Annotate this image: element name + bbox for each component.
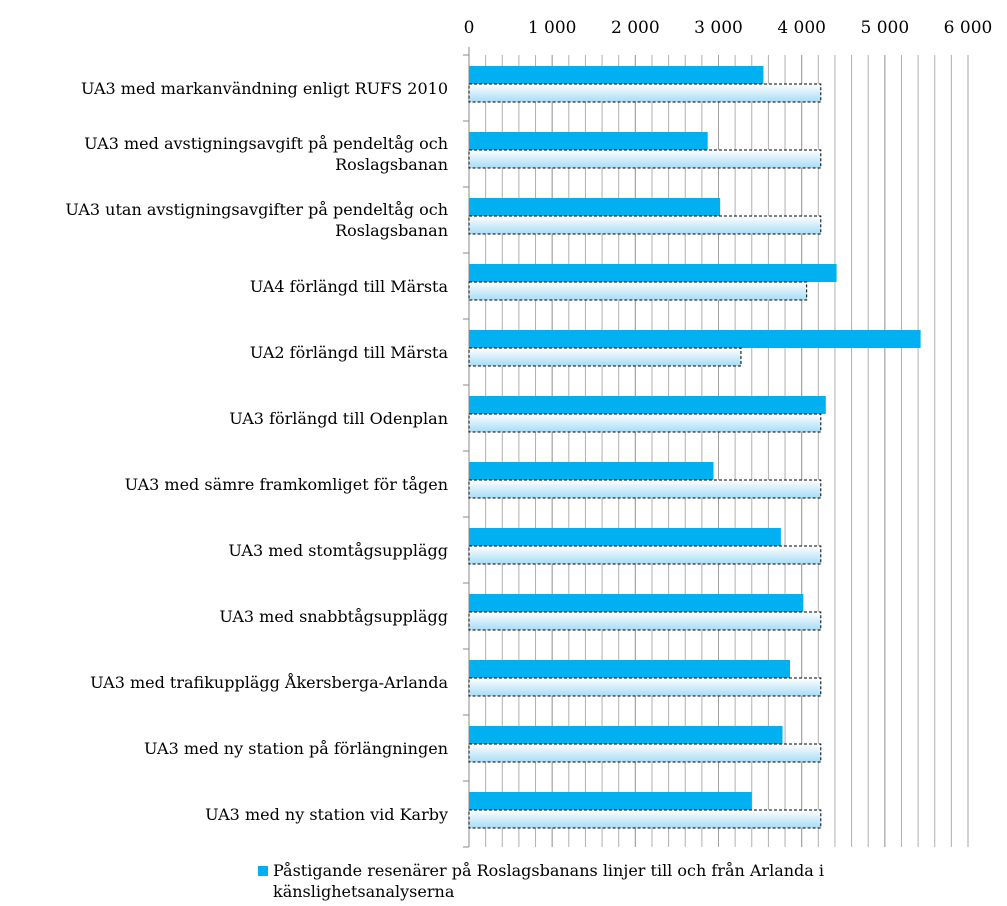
- category-label: UA3 med trafikupplägg Åkersberga-Arlanda: [90, 672, 448, 692]
- bar: [468, 743, 822, 763]
- bar: [468, 215, 822, 235]
- bar: [469, 330, 921, 348]
- category-label: UA2 förlängd till Märsta: [249, 342, 448, 362]
- legend-swatch: [258, 866, 268, 876]
- bar: [469, 660, 791, 678]
- x-tick-label: 1 000: [527, 18, 577, 38]
- category-label: UA3 med ny station på förlängningen: [144, 738, 448, 758]
- category-label: UA3 med ny station vid Karby: [205, 804, 448, 824]
- bar: [468, 347, 742, 367]
- bar: [469, 198, 721, 216]
- x-tick-label: 4 000: [777, 18, 826, 38]
- legend-label: Påstigande resenärer på Roslagsbanans li…: [273, 861, 825, 901]
- bar: [469, 726, 783, 744]
- bar: [469, 462, 714, 480]
- bar: [468, 809, 822, 829]
- x-tick-label: 5 000: [860, 18, 910, 38]
- bar: [468, 611, 822, 631]
- bar: [468, 545, 822, 565]
- bar: [469, 264, 837, 282]
- bar: [468, 677, 822, 697]
- category-label: UA3 med avstigningsavgift på pendeltåg o…: [84, 134, 448, 174]
- category-label: UA3 med markanvändning enligt RUFS 2010: [80, 78, 448, 98]
- bar: [468, 149, 822, 169]
- bar: [469, 66, 764, 84]
- legend: Påstigande resenärer på Roslagsbanans li…: [258, 860, 938, 902]
- bar: [469, 132, 708, 150]
- category-label: UA3 förlängd till Odenplan: [229, 408, 448, 428]
- category-label: UA3 med snabbtågsupplägg: [219, 606, 448, 626]
- category-label: UA3 utan avstigningsavgifter på pendeltå…: [65, 200, 448, 240]
- bar: [469, 594, 804, 612]
- x-tick-label: 6 000: [943, 18, 993, 38]
- category-label: UA3 med stomtågsupplägg: [228, 540, 448, 560]
- bar: [469, 528, 781, 546]
- bar: [469, 792, 752, 810]
- bar: [469, 396, 826, 414]
- x-tick-label: 2 000: [610, 18, 660, 38]
- bar: [468, 281, 808, 301]
- category-label: UA3 med sämre framkomliget för tågen: [124, 474, 448, 494]
- bar: [468, 413, 822, 433]
- bar: [468, 479, 822, 499]
- bar: [468, 83, 822, 103]
- category-label: UA4 förlängd till Märsta: [249, 276, 448, 296]
- x-tick-label: 3 000: [694, 18, 743, 38]
- x-tick-label: 0: [463, 18, 475, 38]
